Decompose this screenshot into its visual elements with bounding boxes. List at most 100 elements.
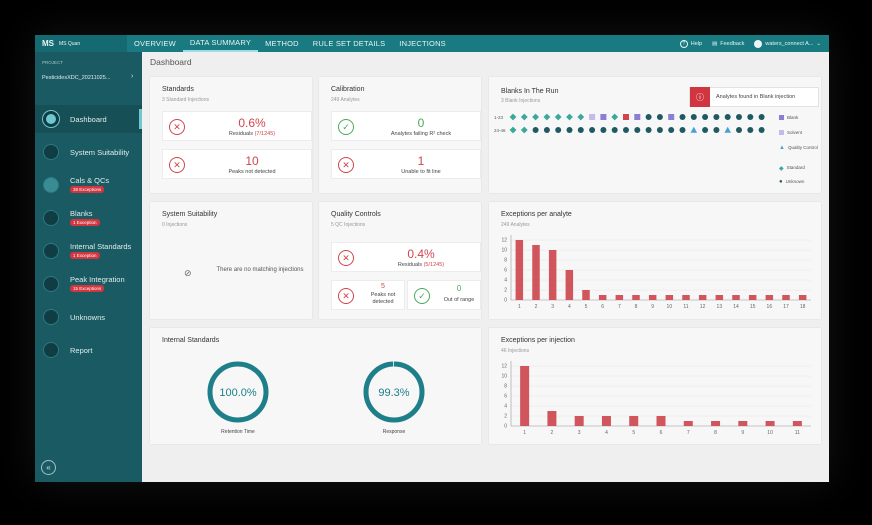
exceptions-per-analyte-card[interactable]: Exceptions per analyte 249 Analytes 0 2 4 6…: [489, 202, 821, 319]
bar[interactable]: [629, 416, 639, 426]
blank-marker[interactable]: [600, 114, 607, 120]
qc-out-of-range-stat[interactable]: ✓ 0 Out of range: [407, 280, 481, 310]
sidebar-item-cals-qcs[interactable]: Cals & QCs 38 Exceptions: [35, 171, 142, 199]
unknown-marker[interactable]: [634, 127, 641, 133]
qc-marker[interactable]: [690, 126, 698, 133]
standard-marker[interactable]: [577, 113, 585, 121]
unknown-marker[interactable]: [656, 114, 663, 120]
bar[interactable]: [711, 421, 721, 426]
bar[interactable]: [520, 366, 530, 426]
unknown-marker[interactable]: [668, 127, 675, 133]
bar[interactable]: [582, 290, 590, 300]
unknown-marker[interactable]: [600, 127, 607, 133]
blank-marker[interactable]: [668, 114, 675, 120]
r2-check-stat[interactable]: ✓ 0 Analytes failing R² check: [331, 111, 481, 141]
internal-standards-card[interactable]: Internal Standards 100.0% 99.3% Retention…: [150, 328, 481, 444]
bar[interactable]: [738, 421, 748, 426]
unknown-marker[interactable]: [611, 127, 618, 133]
unknown-marker[interactable]: [589, 127, 596, 133]
exceptions-per-injection-card[interactable]: Exceptions per injection 46 Injections 0…: [489, 328, 821, 444]
tab-injections[interactable]: INJECTIONS: [399, 39, 446, 48]
tab-rule-set-details[interactable]: RULE SET DETAILS: [312, 39, 386, 48]
sidebar-item-peak-integration[interactable]: Peak Integration 15 Exceptions: [35, 270, 142, 298]
bar[interactable]: [683, 421, 693, 426]
unknown-marker[interactable]: [747, 127, 754, 133]
qc-marker[interactable]: [724, 126, 731, 133]
user-menu[interactable]: waters_connect A... ⌄: [754, 39, 821, 48]
calibration-card[interactable]: Calibration 249 Analytes ✓ 0 Analytes fa…: [319, 77, 481, 193]
bar[interactable]: [648, 295, 657, 300]
standard-marker[interactable]: [611, 113, 619, 121]
bar[interactable]: [748, 295, 757, 300]
system-suitability-card[interactable]: System Suitability 0 Injections ⊘ There …: [150, 202, 312, 319]
unknown-marker[interactable]: [724, 114, 731, 120]
unable-to-fit-stat[interactable]: ✕ 1 Unable to fit line: [331, 149, 481, 179]
unknown-marker[interactable]: [656, 127, 663, 133]
unknown-marker[interactable]: [543, 127, 550, 133]
sidebar-item-dashboard[interactable]: Dashboard: [35, 105, 142, 133]
bar[interactable]: [665, 295, 674, 300]
tab-overview[interactable]: OVERVIEW: [134, 39, 176, 48]
standard-marker[interactable]: [554, 113, 562, 121]
bar[interactable]: [765, 295, 774, 300]
unknown-marker[interactable]: [713, 114, 720, 120]
standard-marker[interactable]: [509, 113, 517, 121]
peaks-not-detected-stat[interactable]: ✕ 10 Peaks not detected: [162, 149, 312, 179]
standard-marker[interactable]: [566, 113, 573, 121]
unknown-marker[interactable]: [679, 127, 686, 133]
standard-marker[interactable]: [509, 126, 517, 134]
sidebar-item-system-suitability[interactable]: System Suitability: [35, 138, 142, 166]
blank-marker[interactable]: [634, 114, 641, 120]
unknown-marker[interactable]: [555, 127, 562, 133]
response-ring[interactable]: [363, 361, 425, 423]
unknown-marker[interactable]: [747, 114, 754, 120]
qc-residuals-stat[interactable]: ✕ 0.4% Residuals (5/1245): [331, 242, 481, 272]
unknown-marker[interactable]: [623, 127, 629, 133]
standard-marker[interactable]: [520, 126, 528, 134]
blank-flagged-marker[interactable]: [623, 114, 629, 120]
bar[interactable]: [615, 295, 624, 300]
standard-marker[interactable]: [543, 113, 551, 121]
bar[interactable]: [574, 416, 584, 426]
qc-peaks-stat[interactable]: ✕ 5 Peaks not detected: [331, 280, 405, 310]
bar[interactable]: [698, 295, 707, 300]
sidebar-item-unknowns[interactable]: Unknowns: [35, 303, 142, 331]
bar[interactable]: [782, 295, 790, 300]
bar[interactable]: [515, 240, 524, 300]
bar[interactable]: [732, 295, 740, 300]
help-button[interactable]: ? Help: [679, 39, 702, 48]
collapse-sidebar-button[interactable]: «: [41, 460, 56, 475]
sidebar-item-report[interactable]: Report: [35, 336, 142, 364]
sidebar-item-blanks[interactable]: Blanks 1 Exception: [35, 204, 142, 232]
bar[interactable]: [656, 416, 666, 426]
unknown-marker[interactable]: [702, 127, 709, 133]
bar[interactable]: [565, 270, 574, 300]
bar[interactable]: [632, 295, 640, 300]
unknown-marker[interactable]: [713, 127, 720, 133]
blanks-card[interactable]: Blanks In The Run 3 Blank Injections ⓘ A…: [489, 77, 821, 193]
residuals-stat[interactable]: ✕ 0.6% Residuals (7/1245): [162, 111, 312, 141]
bar[interactable]: [792, 421, 802, 426]
bar[interactable]: [715, 295, 724, 300]
bar[interactable]: [798, 295, 807, 300]
unknown-marker[interactable]: [702, 114, 709, 120]
unknown-marker[interactable]: [532, 127, 539, 133]
unknown-marker[interactable]: [758, 127, 765, 133]
unknown-marker[interactable]: [690, 114, 697, 120]
injection-lanes[interactable]: [509, 112, 774, 137]
bar[interactable]: [765, 421, 775, 426]
brand[interactable]: MS MS Quan: [35, 35, 127, 52]
unknown-marker[interactable]: [645, 114, 652, 120]
solvent-marker[interactable]: [589, 114, 596, 120]
unknown-marker[interactable]: [736, 114, 742, 120]
bar[interactable]: [598, 295, 607, 300]
unknown-marker[interactable]: [758, 114, 765, 120]
unknown-marker[interactable]: [679, 114, 686, 120]
unknown-marker[interactable]: [566, 127, 573, 133]
feedback-button[interactable]: ▤ Feedback: [712, 41, 744, 47]
project-name[interactable]: PesticidesXDC_20211025...: [42, 75, 111, 81]
bar[interactable]: [532, 245, 540, 300]
unknown-marker[interactable]: [736, 127, 742, 133]
unknown-marker[interactable]: [577, 127, 584, 133]
bar[interactable]: [682, 295, 690, 300]
